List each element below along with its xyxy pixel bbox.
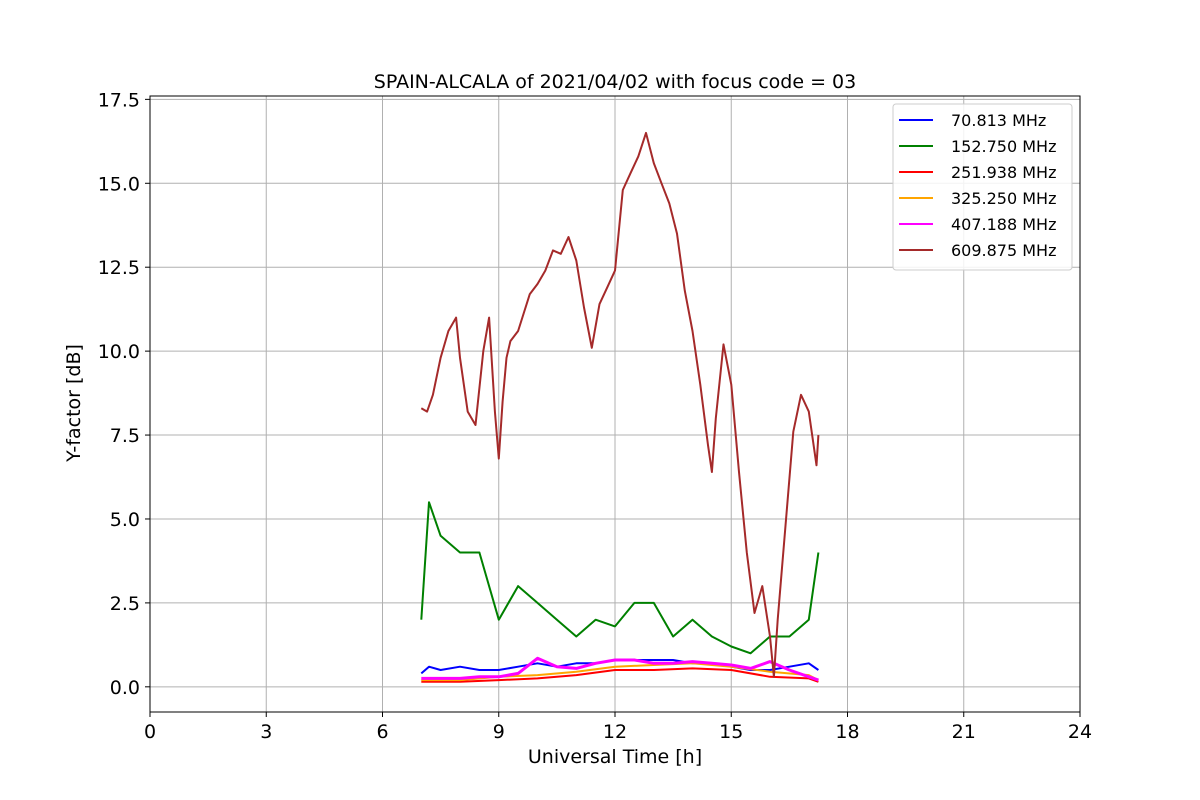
legend-box xyxy=(892,103,1073,271)
y-tick-label: 2.5 xyxy=(110,593,140,615)
x-axis-label: Universal Time [h] xyxy=(528,746,702,768)
y-tick-label: 10.0 xyxy=(98,341,140,363)
x-tick-label: 12 xyxy=(603,721,627,743)
series-line-152-750-mhz xyxy=(420,501,820,655)
x-tick-label: 18 xyxy=(835,721,859,743)
legend: 70.813 MHz 152.750 MHz 251.938 MHz 325.250 … xyxy=(892,103,1073,271)
legend-label: 609.875 MHz xyxy=(951,241,1056,260)
legend-label: 407.188 MHz xyxy=(951,215,1056,234)
series-line-251-938-mhz xyxy=(421,667,819,683)
series-layer xyxy=(420,131,820,683)
legend-label: 152.750 MHz xyxy=(951,137,1056,156)
axis-ticks: 0 3 6 9 12 15 18 21 24 0.0 2.5 5.0 7.5 10.0 12.5 15.0 17… xyxy=(98,89,1092,743)
x-tick-label: 24 xyxy=(1068,721,1092,743)
y-tick-label: 17.5 xyxy=(98,89,140,111)
series-line-407-188-mhz xyxy=(421,656,819,682)
y-axis-label: Y-factor [dB] xyxy=(63,344,85,463)
y-tick-label: 7.5 xyxy=(110,425,140,447)
y-tick-label: 12.5 xyxy=(98,257,140,279)
y-tick-label: 5.0 xyxy=(110,509,140,531)
x-tick-label: 9 xyxy=(493,721,505,743)
legend-label: 70.813 MHz xyxy=(951,111,1046,130)
legend-label: 325.250 MHz xyxy=(951,189,1056,208)
legend-label: 251.938 MHz xyxy=(951,163,1056,182)
chart-title: SPAIN-ALCALA of 2021/04/02 with focus co… xyxy=(374,71,856,93)
x-tick-label: 15 xyxy=(719,721,743,743)
series-line-609-875-mhz xyxy=(420,131,820,678)
x-tick-label: 21 xyxy=(952,721,976,743)
x-tick-label: 6 xyxy=(376,721,388,743)
x-tick-label: 0 xyxy=(144,721,156,743)
y-tick-label: 0.0 xyxy=(110,677,140,699)
x-tick-label: 3 xyxy=(260,721,272,743)
y-tick-label: 15.0 xyxy=(98,173,140,195)
